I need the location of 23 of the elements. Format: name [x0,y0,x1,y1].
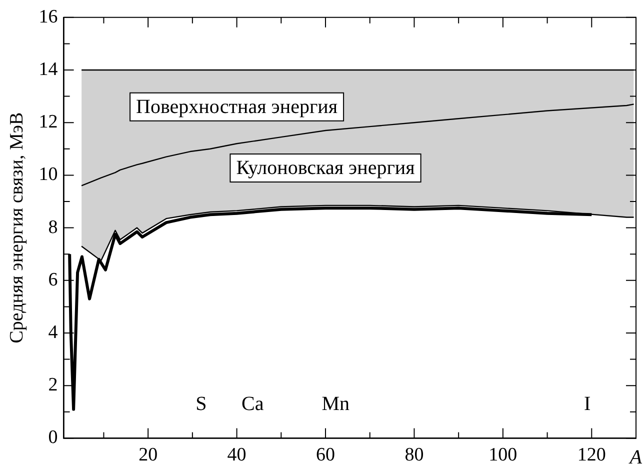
y-axis-title: Средняя энергия связи, МэВ [6,112,28,344]
y-tick-label: 12 [38,112,58,133]
y-tick-label: 6 [48,269,58,290]
y-tick-label: 10 [38,164,58,186]
x-tick-label: 80 [404,444,424,466]
y-tick-label: 14 [38,58,58,80]
series-label: Поверхностная энергия [136,96,338,118]
y-tick-label: 0 [48,427,58,448]
annotation: S [196,392,207,415]
x-tick-label: 100 [488,444,518,466]
x-tick-label: 60 [316,444,336,466]
annotation: Ca [242,392,264,415]
x-axis-title: A [628,446,643,468]
annotation: Mn [322,392,350,415]
series-label: Кулоновская энергия [236,157,415,180]
x-tick-label: 120 [577,444,606,466]
y-tick-label: 8 [48,216,58,238]
y-tick-label: 2 [48,374,58,396]
annotation: I [584,392,591,415]
x-tick-label: 40 [227,444,246,466]
y-tick-label: 16 [38,6,58,28]
y-tick-label: 4 [48,322,58,343]
x-tick-label: 20 [138,444,158,466]
